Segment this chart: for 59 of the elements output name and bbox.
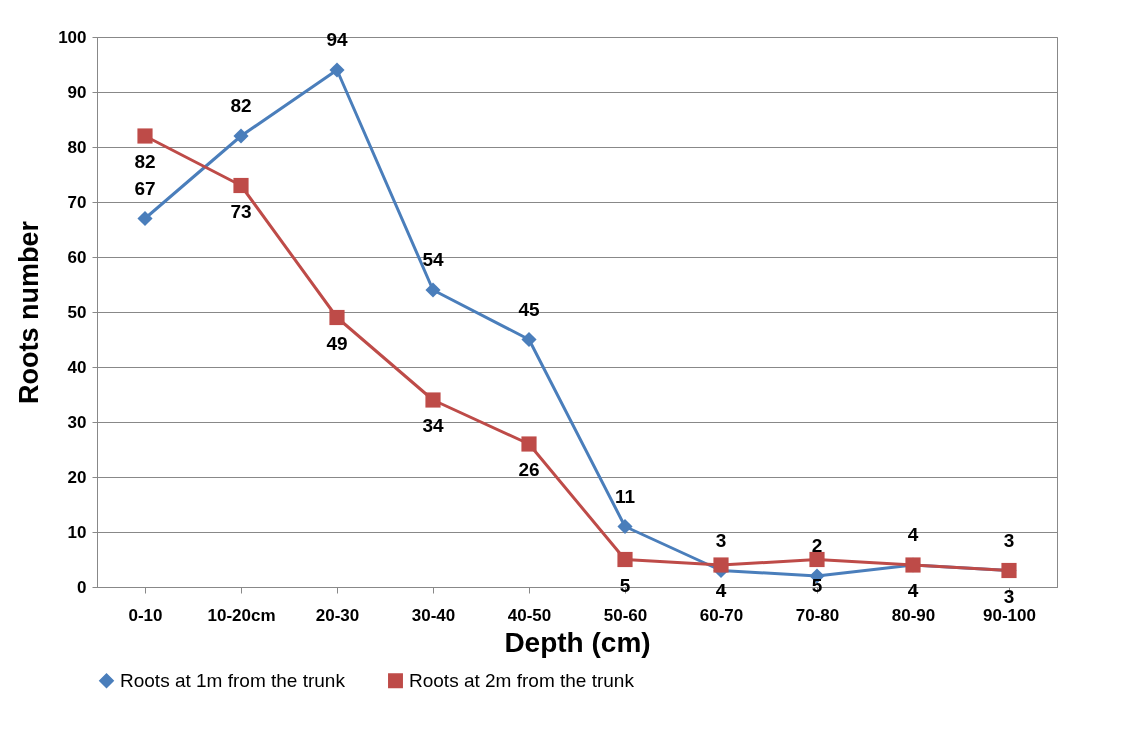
x-tick-label: 40-50 [507, 605, 552, 625]
data-label: 67 [134, 177, 156, 199]
data-label: 5 [619, 574, 631, 596]
data-label: 3 [1003, 529, 1015, 551]
y-tick-label: 40 [67, 357, 87, 377]
y-tick-label: 70 [67, 192, 87, 212]
data-label: 82 [230, 95, 252, 116]
data-label: 4 [907, 580, 919, 601]
data-label: 5 [811, 574, 823, 596]
y-tick-label: 80 [67, 137, 87, 157]
data-label: 3 [1003, 585, 1015, 607]
data-label: 54 [422, 249, 444, 270]
y-tick-label: 20 [67, 467, 87, 487]
y-tick-label: 0 [77, 577, 87, 597]
data-label: 45 [518, 298, 540, 320]
point [521, 436, 537, 452]
y-axis-title: Roots number [14, 220, 45, 405]
point [329, 62, 345, 78]
data-label: 94 [326, 29, 348, 50]
x-tick-label: 0-10 [128, 605, 163, 625]
x-tick-label: 50-60 [603, 605, 648, 625]
x-axis-title: Depth (cm) [504, 626, 651, 658]
data-label: 11 [614, 485, 636, 507]
x-tick-label: 20-30 [315, 605, 360, 625]
y-tick-label: 30 [67, 412, 87, 432]
x-tick-label: 10-20cm [207, 605, 276, 625]
data-label: 4 [715, 580, 727, 601]
x-tick-label: 30-40 [411, 605, 456, 625]
data-label: 2 [811, 535, 823, 556]
y-tick-label: 60 [67, 247, 87, 267]
data-label: 4 [907, 524, 919, 545]
legend-label: Roots at 1m from the trunk [120, 669, 346, 691]
data-label: 26 [518, 459, 540, 480]
point [233, 177, 249, 194]
point [425, 392, 441, 408]
point [329, 309, 345, 326]
point [233, 128, 249, 144]
point [521, 331, 537, 348]
x-tick-label: 60-70 [699, 605, 744, 625]
y-tick-label: 10 [67, 522, 87, 542]
data-label: 82 [134, 151, 156, 172]
data-label: 3 [715, 529, 727, 551]
data-label: 73 [230, 200, 252, 222]
point [425, 282, 441, 298]
point [713, 557, 729, 573]
point [617, 518, 633, 535]
legend-label: Roots at 2m from the trunk [409, 669, 635, 691]
x-tick-label: 70-80 [795, 605, 840, 625]
data-label: 34 [422, 415, 444, 436]
y-tick-label: 100 [58, 27, 87, 47]
point [809, 551, 825, 568]
x-tick-label: 90-100 [983, 605, 1036, 625]
point [137, 210, 153, 227]
y-tick-label: 50 [67, 302, 87, 322]
y-tick-label: 90 [67, 82, 87, 102]
point [617, 551, 633, 568]
data-label: 49 [326, 332, 348, 354]
x-tick-label: 80-90 [891, 605, 936, 625]
point [137, 128, 153, 144]
